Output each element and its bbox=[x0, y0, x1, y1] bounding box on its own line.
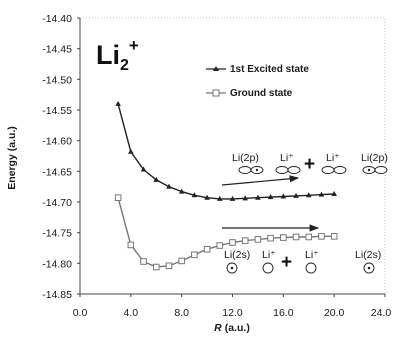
data-point bbox=[255, 194, 261, 200]
y-tick-label: -14.70 bbox=[42, 197, 72, 209]
data-point bbox=[178, 188, 185, 194]
data-point bbox=[305, 233, 313, 241]
excited-annotation: Li(2p) Li⁺ + Li⁺ Li(2p) bbox=[221, 152, 388, 186]
y-tick-label: -14.65 bbox=[42, 166, 72, 178]
series-points-excited bbox=[115, 100, 337, 201]
data-point bbox=[140, 166, 147, 172]
y-tick-label: -14.50 bbox=[42, 74, 72, 86]
data-point bbox=[280, 193, 287, 199]
y-tick-label: -14.85 bbox=[42, 289, 72, 301]
y-tick-label: -14.75 bbox=[42, 228, 72, 240]
empty-p-orbital-icon bbox=[275, 166, 301, 174]
empty-s-orbital-icon bbox=[262, 262, 274, 274]
data-point bbox=[178, 257, 185, 265]
x-axis-ticks: 0.0 4.0 8.0 12.0 16.0 20.0 24.0 bbox=[73, 294, 392, 319]
data-point bbox=[191, 192, 198, 198]
ground-label-mid-left: Li⁺ bbox=[262, 249, 276, 261]
data-point bbox=[331, 191, 337, 197]
data-point bbox=[292, 233, 300, 241]
data-point bbox=[254, 236, 262, 243]
excited-label-left: Li(2p) bbox=[232, 152, 259, 164]
ground-label-right: Li(2s) bbox=[355, 249, 381, 261]
excited-label-mid-right: Li⁺ bbox=[326, 152, 340, 164]
data-point bbox=[267, 194, 274, 200]
data-point bbox=[166, 183, 172, 189]
data-point bbox=[229, 239, 236, 246]
y-tick-label: -14.45 bbox=[42, 44, 72, 56]
legend: 1st Excited state Ground state bbox=[206, 64, 309, 99]
empty-s-orbital-icon bbox=[305, 262, 317, 274]
ground-annotation: Li(2s) Li⁺ + Li⁺ Li(2s) bbox=[222, 224, 381, 274]
excited-label-mid-left: Li⁺ bbox=[280, 152, 294, 164]
data-point bbox=[293, 192, 299, 198]
data-point bbox=[191, 251, 198, 259]
ground-plus: + bbox=[281, 252, 292, 273]
data-point bbox=[114, 194, 122, 202]
x-tick-label: 12.0 bbox=[222, 307, 243, 319]
data-point bbox=[204, 194, 210, 200]
series-line-excited bbox=[117, 103, 335, 200]
x-tick-label: 16.0 bbox=[273, 307, 294, 319]
data-point bbox=[152, 263, 160, 271]
data-point bbox=[216, 195, 223, 201]
y-tick-label: -14.40 bbox=[42, 13, 72, 25]
excited-label-right: Li(2p) bbox=[361, 152, 388, 164]
y-axis-title: Energy (a.u.) bbox=[6, 126, 18, 190]
excited-arrow bbox=[221, 175, 300, 186]
x-tick-label: 24.0 bbox=[371, 307, 392, 319]
data-point bbox=[127, 241, 135, 249]
data-point bbox=[241, 237, 249, 244]
excited-plus: + bbox=[304, 154, 315, 175]
legend-ground-marker bbox=[212, 89, 220, 97]
data-point bbox=[216, 242, 224, 249]
data-point bbox=[280, 234, 287, 241]
data-point bbox=[140, 258, 147, 265]
legend-excited-label: 1st Excited state bbox=[230, 64, 309, 75]
x-tick-label: 20.0 bbox=[324, 307, 345, 319]
y-axis-ticks: -14.40 -14.45 -14.50 -14.55 -14.60 -14.65 -14.… bbox=[42, 13, 80, 301]
empty-p-orbital-icon bbox=[321, 166, 347, 174]
data-point bbox=[305, 192, 312, 198]
y-tick-label: -14.60 bbox=[42, 136, 72, 148]
s-orbital-icon bbox=[363, 262, 375, 274]
chart-title: Li2+ bbox=[96, 36, 139, 74]
p-orbital-icon bbox=[238, 166, 264, 174]
ground-label-left: Li(2s) bbox=[224, 249, 250, 261]
data-point bbox=[330, 233, 338, 240]
data-point bbox=[242, 195, 249, 201]
x-axis-title: R (a.u.) bbox=[214, 322, 250, 334]
legend-ground-label: Ground state bbox=[230, 88, 293, 99]
data-point bbox=[267, 234, 274, 242]
legend-excited-marker bbox=[213, 66, 219, 71]
x-tick-label: 4.0 bbox=[124, 307, 139, 319]
data-point bbox=[128, 148, 134, 154]
data-point bbox=[318, 191, 325, 197]
ground-label-mid-right: Li⁺ bbox=[305, 249, 319, 261]
y-tick-label: -14.55 bbox=[42, 105, 72, 117]
x-tick-label: 8.0 bbox=[174, 307, 189, 319]
p-orbital-icon bbox=[362, 166, 388, 174]
data-point bbox=[165, 262, 173, 270]
data-point bbox=[203, 245, 211, 253]
data-point bbox=[229, 195, 236, 201]
data-point bbox=[153, 176, 160, 182]
data-point bbox=[318, 233, 325, 240]
s-orbital-icon bbox=[226, 262, 238, 274]
data-point bbox=[115, 100, 121, 106]
x-tick-label: 0.0 bbox=[73, 307, 88, 319]
series-points-ground bbox=[114, 194, 338, 271]
y-tick-label: -14.80 bbox=[42, 258, 72, 270]
